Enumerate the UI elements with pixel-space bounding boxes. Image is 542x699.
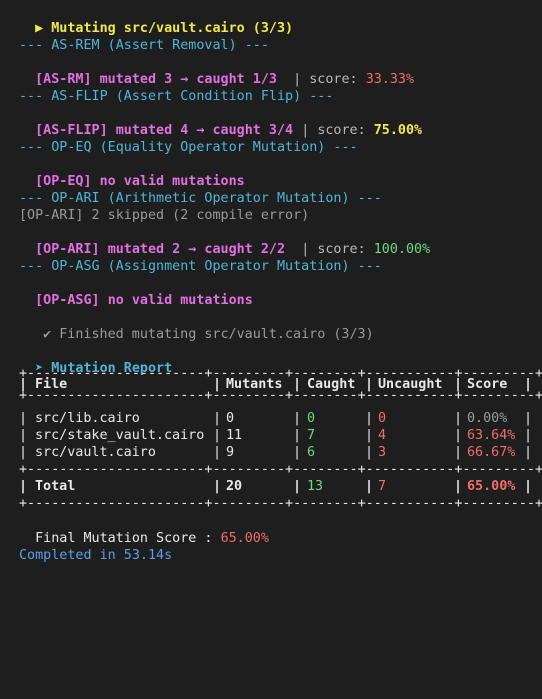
operator-result-as-rem: [AS-RM] mutated 3 → caught 1/3 | score: …	[35, 72, 415, 87]
column-header-caught: Caught	[307, 377, 356, 392]
cell-caught: 0	[307, 411, 316, 426]
table-row: | src/lib.cairo | 0 | 0 | 0 | 0.00% |	[19, 411, 533, 426]
report-title-line: ➤ Mutation Report	[19, 343, 172, 376]
cell-mutants: 11	[226, 428, 243, 443]
cell-file: src/vault.cairo	[35, 445, 156, 460]
cell-score: 65.00%	[467, 479, 516, 494]
column-header-mutants: Mutants	[226, 377, 283, 392]
cell-uncaught: 4	[378, 428, 387, 443]
completed-line: Completed in 53.14s	[19, 548, 173, 563]
operator-result-op-ari: [OP-ARI] mutated 2 → caught 2/2 | score:…	[35, 242, 431, 257]
cell-mutants: 0	[226, 411, 235, 426]
result-text: mutated 2 → caught 2/2	[107, 242, 286, 257]
operator-result-op-eq: [OP-EQ] no valid mutations	[19, 156, 245, 189]
mutating-header: ▶ Mutating src/vault.cairo (3/3)	[19, 3, 293, 36]
result-tag: [OP-EQ]	[35, 174, 92, 189]
table-row: | src/stake_vault.cairo | 11 | 7 | 4 | 6…	[19, 428, 533, 443]
score-label: score:	[309, 72, 358, 87]
play-arrow-icon: ▶	[35, 21, 44, 36]
operator-result-op-asg: [OP-ASG] no valid mutations	[19, 275, 253, 308]
cell-uncaught: 3	[378, 445, 387, 460]
result-text: no valid mutations	[107, 293, 253, 308]
checkmark-icon: ✔	[43, 327, 52, 342]
operator-heading-op-ari: --- OP-ARI (Arithmetic Operator Mutation…	[19, 191, 382, 206]
cell-score: 66.67%	[467, 445, 516, 460]
column-header-uncaught: Uncaught	[378, 377, 443, 392]
score-value: 33.33%	[365, 72, 415, 87]
cell-caught: 7	[307, 428, 316, 443]
cell-score: 0.00%	[467, 411, 508, 426]
report-title: Mutation Report	[51, 361, 173, 376]
score-value: 75.00%	[373, 123, 423, 138]
cell-caught: 6	[307, 445, 316, 460]
cell-mutants: 20	[226, 479, 243, 494]
cell-mutants: 9	[226, 445, 235, 460]
table-header-row: | File | Mutants | Caught | Uncaught | S…	[19, 377, 533, 392]
score-label: score:	[317, 242, 366, 257]
operator-heading-op-asg: --- OP-ASG (Assignment Operator Mutation…	[19, 259, 382, 274]
table-total-row: | Total | 20 | 13 | 7 | 65.00% |	[19, 479, 533, 494]
cell-uncaught: 7	[378, 479, 387, 494]
final-score-line: Final Mutation Score : 65.00%	[19, 513, 269, 546]
table-border-header: +----------------------+---------+------…	[19, 388, 542, 403]
result-text: mutated 4 → caught 3/4	[115, 123, 294, 138]
terminal-window: { "header": { "arrow": "▶", "title": "Mu…	[19, 3, 542, 563]
result-tag: [OP-ARI]	[35, 242, 100, 257]
finished-text: Finished mutating src/vault.cairo (3/3)	[59, 327, 374, 342]
result-text: mutated 3 → caught 1/3	[99, 72, 277, 87]
finished-line: ✔ Finished mutating src/vault.cairo (3/3…	[27, 309, 374, 342]
operator-heading-as-rem: --- AS-REM (Assert Removal) ---	[19, 38, 269, 53]
report-arrow-icon: ➤	[35, 361, 44, 376]
table-border-bottom: +----------------------+---------+------…	[19, 496, 542, 511]
operator-heading-as-flip: --- AS-FLIP (Assert Condition Flip) ---	[19, 89, 334, 104]
operator-result-as-flip: [AS-FLIP] mutated 4 → caught 3/4 | score…	[35, 123, 423, 138]
table-border-total: +----------------------+---------+------…	[19, 462, 542, 477]
table-border-top: +----------------------+---------+------…	[19, 366, 542, 381]
cell-caught: 13	[307, 479, 324, 494]
table-row: | src/vault.cairo | 9 | 6 | 3 | 66.67% |	[19, 445, 533, 460]
score-value: 100.00%	[373, 242, 431, 257]
cell-file: src/stake_vault.cairo	[35, 428, 205, 443]
operator-heading-op-eq: --- OP-EQ (Equality Operator Mutation) -…	[19, 140, 358, 155]
cell-file: src/lib.cairo	[35, 411, 140, 426]
operator-note-op-ari: [OP-ARI] 2 skipped (2 compile error)	[19, 208, 310, 223]
column-header-file: File	[35, 377, 68, 392]
result-tag: [AS-RM]	[35, 72, 92, 87]
cell-file: Total	[35, 479, 76, 494]
cell-uncaught: 0	[378, 411, 387, 426]
result-text: no valid mutations	[99, 174, 245, 189]
column-header-score: Score	[467, 377, 508, 392]
score-label: score:	[317, 123, 366, 138]
mutating-title: Mutating src/vault.cairo (3/3)	[51, 21, 294, 36]
result-tag: [OP-ASG]	[35, 293, 100, 308]
final-score-value: 65.00%	[220, 531, 269, 546]
cell-score: 63.64%	[467, 428, 516, 443]
final-score-label: Final Mutation Score :	[35, 531, 213, 546]
result-tag: [AS-FLIP]	[35, 123, 108, 138]
